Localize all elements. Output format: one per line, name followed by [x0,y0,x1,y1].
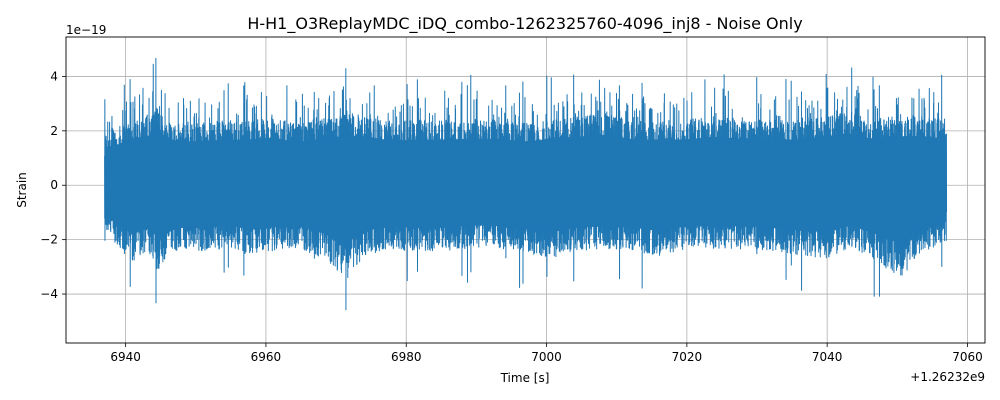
y-axis-label: Strain [15,172,29,208]
chart-title: H-H1_O3ReplayMDC_iDQ_combo-1262325760-40… [247,14,802,34]
strain-series-core [104,132,947,244]
x-tick-label: 7060 [952,350,983,364]
y-axis: −4 −2 0 2 4 [40,69,66,301]
x-tick-label: 7020 [672,350,703,364]
plot-frame [65,36,986,344]
x-tick-label: 7040 [812,350,843,364]
y-tick-label: −4 [40,287,58,301]
x-tick-label: 6980 [391,350,422,364]
y-tick-label: 2 [50,124,58,138]
y-scale-label: 1e−19 [66,23,106,37]
y-tick-label: 0 [50,178,58,192]
plot-series [104,57,948,311]
x-tick-label: 7000 [531,350,562,364]
x-axis: 6940 6960 6980 7000 7020 7040 7060 [110,343,983,364]
x-offset-label: +1.26232e9 [910,370,985,384]
x-tick-label: 6940 [110,350,141,364]
x-axis-label: Time [s] [500,371,550,385]
x-tick-label: 6960 [251,350,282,364]
y-tick-label: 4 [50,69,58,83]
y-tick-label: −2 [40,233,58,247]
